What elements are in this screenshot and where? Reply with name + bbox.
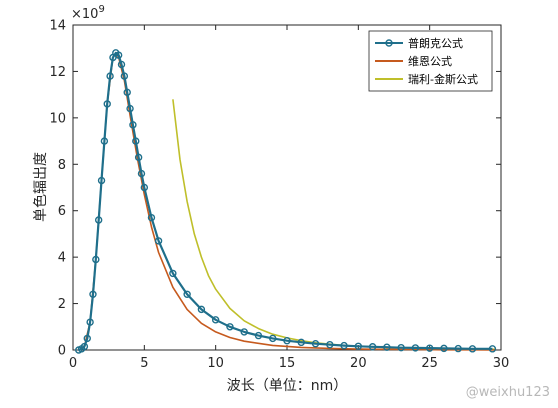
y-axis-label: 单色辐出度 [32,152,49,222]
y-tick-label: 12 [49,65,66,80]
x-tick-label: 5 [140,356,148,371]
data-point [106,72,114,80]
x-tick-label: 0 [69,356,77,371]
y-tick-label: 0 [58,344,66,359]
data-point [183,290,191,298]
y-axis-ticks: 0 2 4 6 8 10 12 14 [49,19,501,359]
y-tick-label: 6 [58,204,66,219]
data-point [340,341,348,350]
data-point [468,345,477,353]
legend-label: 普朗克公式 [408,36,463,50]
data-point [114,51,123,59]
legend-label: 维恩公式 [408,55,452,68]
data-point [100,137,109,145]
legend-label: 瑞利-金斯公式 [408,72,478,86]
data-point [368,343,377,351]
data-point [86,318,94,326]
x-tick-label: 20 [350,356,367,371]
data-point [132,137,140,145]
data-point [254,331,263,340]
data-point [89,290,97,298]
x-tick-label: 10 [207,356,224,371]
data-point [488,345,497,353]
data-point [454,344,462,353]
data-point [297,338,305,347]
data-point [126,104,134,113]
data-point [197,305,206,314]
data-point [440,344,448,353]
data-point [103,100,111,108]
data-point [425,344,434,352]
data-point [94,216,103,224]
data-point [240,328,248,336]
series-layer [75,49,497,354]
data-point [140,183,149,192]
data-point [397,343,405,352]
watermark: @weixhu123 [466,385,550,400]
data-point [97,176,106,185]
data-point [120,72,129,80]
x-axis-label: 波长（单位：nm） [227,378,348,394]
data-point [326,340,334,349]
x-tick-label: 30 [493,356,510,371]
data-point [411,344,420,352]
data-point [83,334,91,343]
data-point [92,255,100,264]
data-point [354,342,363,350]
data-point [80,342,89,351]
x-axis-ticks: 0 5 10 15 20 25 30 [69,25,509,371]
data-point [211,316,220,324]
data-point [383,343,391,351]
data-point [123,88,131,97]
y-tick-label: 8 [58,158,66,173]
series-line-0 [78,51,493,352]
data-point [147,213,156,222]
data-point [129,121,137,129]
y-tick-label: 14 [49,19,66,34]
y-tick-label: 10 [49,111,66,126]
y-tick-label: 2 [58,297,66,312]
data-point [117,60,126,69]
y-tick-label: 4 [58,251,66,266]
y-axis-exponent-power: 9 [98,4,104,15]
data-point [169,269,177,278]
data-point [283,337,291,345]
data-point [226,323,234,331]
y-axis-exponent: ×109 [71,4,105,22]
legend-marker [385,39,393,47]
data-point [154,237,163,245]
data-point [311,340,320,348]
x-tick-label: 25 [421,356,438,371]
data-point [137,169,146,178]
data-point [269,334,277,343]
x-tick-label: 15 [279,356,296,371]
data-point [134,153,143,162]
